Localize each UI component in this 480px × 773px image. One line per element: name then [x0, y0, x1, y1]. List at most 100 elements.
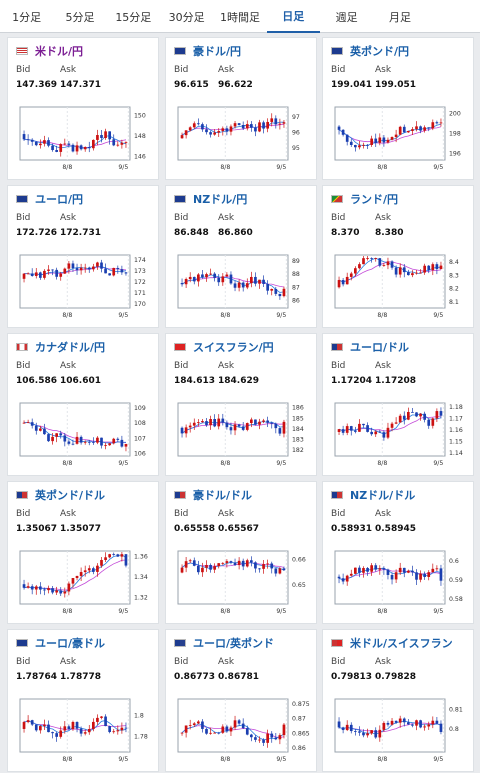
- currency-card[interactable]: カナダドル/円 Bid Ask 106.586 106.601 109 108 107 106 8…: [7, 333, 159, 476]
- chart-candle: [358, 419, 361, 432]
- ask-value: 0.58945: [375, 524, 416, 534]
- chart-x-tick-label: 8/8: [377, 460, 387, 467]
- bid-label: Bid: [16, 65, 31, 75]
- chart-candle: [358, 726, 361, 736]
- currency-card[interactable]: 豪ドル/円 Bid Ask 96.615 96.622 97 96 95 8/8 9/5: [165, 37, 317, 180]
- currency-card[interactable]: 米ドル/スイスフラン Bid Ask 0.79813 0.79828 0.81 0.8 8/8…: [322, 629, 474, 772]
- price-chart[interactable]: 0.81 0.8 8/8 9/5: [333, 697, 467, 769]
- currency-card[interactable]: スイスフラン/円 Bid Ask 184.613 184.629 186 185 184 183…: [165, 333, 317, 476]
- pair-title-link[interactable]: 豪ドル/円: [174, 44, 241, 58]
- chart-y-tick-label: 150: [134, 113, 146, 120]
- price-chart[interactable]: 0.6 0.59 0.58 8/8 9/5: [333, 549, 467, 621]
- pair-title-link[interactable]: NZドル/ドル: [331, 488, 415, 502]
- chart-candle: [43, 587, 46, 596]
- price-chart[interactable]: 109 108 107 106 8/8 9/5: [18, 401, 152, 473]
- price-chart[interactable]: 0.66 0.65 8/8 9/5: [176, 549, 310, 621]
- bid-value: 1.35067: [16, 524, 57, 534]
- tab-1hour[interactable]: 1時間足: [219, 10, 260, 24]
- pair-title-link[interactable]: カナダドル/円: [16, 340, 105, 354]
- price-chart[interactable]: 1.36 1.34 1.32 8/8 9/5: [18, 549, 152, 621]
- pair-title-link[interactable]: NZドル/円: [174, 192, 247, 206]
- currency-card[interactable]: ユーロ/英ポンド Bid Ask 0.86773 0.86781 0.875 0.87 0.8…: [165, 629, 317, 772]
- currency-card[interactable]: ユーロ/円 Bid Ask 172.726 172.731 174 173 172 171 170…: [7, 185, 159, 328]
- chart-candle: [63, 432, 67, 447]
- chart-candle: [358, 262, 361, 270]
- chart-candle: [266, 559, 269, 569]
- chart-candle: [423, 125, 426, 133]
- price-chart[interactable]: 200 198 196 8/8 9/5: [333, 105, 467, 177]
- pair-title-link[interactable]: スイスフラン/円: [174, 340, 274, 354]
- currency-card[interactable]: 英ポンド/円 Bid Ask 199.041 199.051 200 198 196 8/8 9/…: [322, 37, 474, 180]
- chart-frame: [177, 402, 289, 457]
- chart-candle: [394, 569, 398, 584]
- price-chart[interactable]: 1.8 1.78 8/8 9/5: [18, 697, 152, 769]
- price-chart[interactable]: 97 96 95 8/8 9/5: [176, 105, 310, 177]
- chart-candle: [104, 714, 107, 727]
- chart-y-tick-label: 196: [449, 151, 461, 158]
- chart-ma-fast-line: [23, 422, 127, 444]
- pair-title-link[interactable]: 米ドル/スイスフラン: [331, 636, 453, 650]
- price-chart[interactable]: 8.4 8.3 8.2 8.1 8/8 9/5: [333, 253, 467, 325]
- tab-15min[interactable]: 15分足: [115, 10, 152, 24]
- chart-candle: [282, 419, 286, 438]
- pair-title-link[interactable]: 豪ドル/ドル: [174, 488, 252, 502]
- chart-candle: [415, 269, 418, 275]
- chart-candle: [258, 736, 261, 743]
- currency-card[interactable]: ランド/円 Bid Ask 8.370 8.380 8.4 8.3 8.2 8.1 8/8 9/5: [322, 185, 474, 328]
- chart-candle: [358, 140, 361, 150]
- price-chart[interactable]: 174 173 172 171 170 8/8 9/5: [18, 253, 152, 325]
- price-chart[interactable]: 1.18 1.17 1.16 1.15 1.14 8/8 9/5: [333, 401, 467, 473]
- chart-candle: [358, 565, 361, 578]
- chart-y-tick-label: 8.1: [449, 299, 459, 306]
- chart-candle: [30, 268, 34, 277]
- pair-title-link[interactable]: ユーロ/豪ドル: [16, 636, 105, 650]
- chart-candle: [349, 722, 353, 734]
- chart-candle: [124, 141, 128, 148]
- currency-card[interactable]: 米ドル/円 Bid Ask 147.369 147.371 150 148 146 8/8 9/5: [7, 37, 159, 180]
- price-chart[interactable]: 150 148 146 8/8 9/5: [18, 105, 152, 177]
- tab-30min[interactable]: 30分足: [168, 10, 205, 24]
- tab-weekly[interactable]: 週足: [335, 10, 358, 24]
- currency-card[interactable]: NZドル/ドル Bid Ask 0.58931 0.58945 0.6 0.59 0.58 8/…: [322, 481, 474, 624]
- pair-title-link[interactable]: ユーロ/英ポンド: [174, 636, 274, 650]
- pair-title-link[interactable]: ランド/円: [331, 192, 398, 206]
- ask-value: 0.79828: [375, 672, 416, 682]
- pair-title-link[interactable]: 米ドル/円: [16, 44, 83, 58]
- tab-monthly[interactable]: 月足: [388, 10, 411, 24]
- price-chart[interactable]: 89 88 87 86 8/8 9/5: [176, 253, 310, 325]
- currency-card[interactable]: 英ポンド/ドル Bid Ask 1.35067 1.35077 1.36 1.34 1.32 8…: [7, 481, 159, 624]
- chart-candle: [423, 571, 426, 580]
- chart-candle: [75, 141, 79, 155]
- chart-candle: [362, 142, 365, 149]
- tab-5min[interactable]: 5分足: [65, 10, 95, 24]
- chart-candle: [374, 563, 378, 572]
- chart-y-tick-label: 109: [134, 405, 146, 412]
- currency-card[interactable]: 豪ドル/ドル Bid Ask 0.65558 0.65567 0.66 0.65 8/8 9/5: [165, 481, 317, 624]
- pair-title-link[interactable]: 英ポンド/円: [331, 44, 409, 58]
- pair-title-link[interactable]: ユーロ/ドル: [331, 340, 409, 354]
- pair-name: 英ポンド/円: [350, 45, 410, 58]
- pair-title-link[interactable]: ユーロ/円: [16, 192, 83, 206]
- tab-1min[interactable]: 1分足: [12, 10, 42, 24]
- ask-label: Ask: [218, 509, 235, 519]
- chart-candle: [213, 272, 216, 282]
- tab-daily[interactable]: 日足: [266, 0, 320, 33]
- chart-candle: [67, 724, 71, 730]
- pair-title-link[interactable]: 英ポンド/ドル: [16, 488, 105, 502]
- chart-candle: [427, 265, 431, 274]
- chart-candle: [439, 261, 443, 270]
- bid-label: Bid: [16, 213, 31, 223]
- chart-candle: [398, 715, 402, 728]
- currency-card[interactable]: ユーロ/ドル Bid Ask 1.17204 1.17208 1.18 1.17 1.16 1.…: [322, 333, 474, 476]
- chart-candle: [431, 119, 435, 131]
- chart-candle: [254, 561, 257, 573]
- bid-label: Bid: [331, 213, 346, 223]
- pair-name: カナダドル/円: [35, 341, 106, 354]
- price-chart[interactable]: 0.875 0.87 0.865 0.86 8/8 9/5: [176, 697, 310, 769]
- currency-card[interactable]: NZドル/円 Bid Ask 86.848 86.860 89 88 87 86 8/8 9/5: [165, 185, 317, 328]
- chart-y-tick-label: 0.8: [449, 726, 459, 733]
- chart-candle: [341, 573, 345, 585]
- price-chart[interactable]: 186 185 184 183 182 8/8 9/5: [176, 401, 310, 473]
- currency-card[interactable]: ユーロ/豪ドル Bid Ask 1.78764 1.78778 1.8 1.78 8/8 9/5: [7, 629, 159, 772]
- chart-frame: [334, 698, 446, 753]
